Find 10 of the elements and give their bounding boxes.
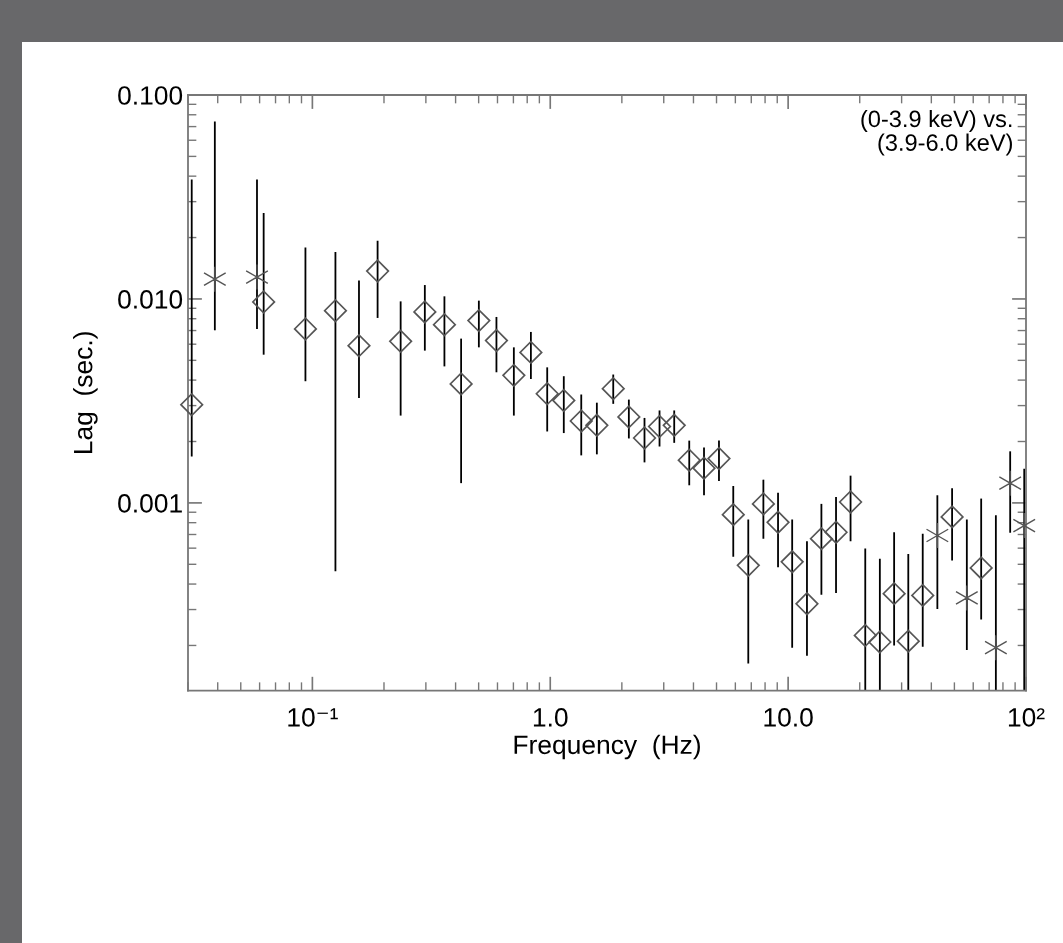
y-axis-title: Lag (sec.) [73,332,98,454]
y-tick-label: 0.100 [118,86,183,105]
annotation: (0-3.9 keV) vs. (3.9-6.0 keV) [861,109,1012,156]
x-tick-label: 10⁻¹ [288,708,338,727]
y-tick-label: 0.001 [118,494,182,513]
x-tick-label: 10² [1008,708,1045,727]
x-tick-label: 1.0 [533,708,568,727]
y-tick-label: 0.010 [118,290,183,309]
x-axis-title: Frequency (Hz) [514,734,700,760]
x-tick-label: 10.0 [764,708,813,727]
